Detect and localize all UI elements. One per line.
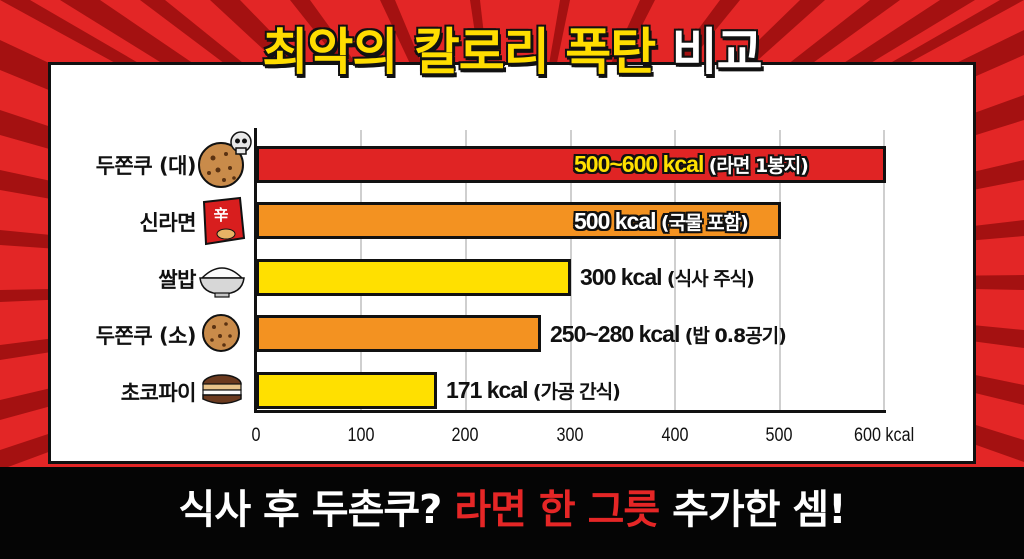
title-part-3: 비교 [671, 22, 764, 82]
caption-part-1: 식사 후 두촌쿠? [178, 487, 455, 533]
title-part-2: 칼로리 폭탄 [413, 22, 672, 82]
caption-part-3: 추가한 셈! [659, 487, 846, 533]
category-label: 두쫀쿠 (소) [95, 324, 197, 348]
caption-banner [0, 467, 1024, 559]
gridline-400 [674, 130, 676, 412]
page-title: 최악의 칼로리 폭탄 비교 [0, 22, 1024, 82]
gridline-500 [779, 130, 781, 412]
data-label: 500 kcal (국물 포함) [574, 208, 749, 234]
category-label: 쌀밥 [158, 268, 196, 292]
gridline-300 [570, 130, 572, 412]
x-axis [254, 410, 886, 413]
x-tick-100: 100 [347, 425, 375, 446]
x-tick-600: 600 kcal [854, 425, 915, 446]
ramen-package-icon: 辛 [202, 196, 246, 246]
bar-rice[interactable] [256, 259, 571, 296]
y-axis [254, 128, 257, 413]
caption-part-2-highlight: 라면 한 그릇 [454, 487, 660, 533]
rice-bowl-icon [199, 267, 245, 298]
category-label: 두쫀쿠 (대) [95, 154, 197, 178]
cookie-icon [202, 314, 240, 352]
title-part-1: 최악의 [261, 22, 414, 82]
x-tick-0: 0 [251, 425, 261, 446]
bar-shin-ramyun[interactable] [256, 202, 781, 239]
bar-dujjonku-small[interactable] [256, 315, 541, 352]
bar-choco-pie[interactable] [256, 372, 437, 409]
choco-pie-icon [202, 374, 242, 405]
caption-text: 식사 후 두촌쿠? 라면 한 그릇 추가한 셈! [0, 482, 1024, 538]
data-label: 500~600 kcal (라면 1봉지) [574, 151, 809, 177]
data-label: 171 kcal (가공 간식) [446, 377, 621, 403]
data-label: 300 kcal (식사 주식) [580, 264, 755, 290]
cookie-with-skull-icon [198, 131, 252, 188]
data-label: 250~280 kcal (밥 0.8공기) [550, 321, 787, 347]
category-label: 초코파이 [120, 381, 197, 405]
bar-dujjonku-large[interactable] [256, 146, 886, 183]
gridline-600 [883, 130, 885, 412]
x-tick-400: 400 [661, 425, 689, 446]
x-tick-300: 300 [556, 425, 584, 446]
category-label: 신라면 [139, 211, 197, 235]
x-tick-500: 500 [765, 425, 793, 446]
x-tick-200: 200 [451, 425, 479, 446]
svg-text:辛: 辛 [213, 206, 228, 224]
